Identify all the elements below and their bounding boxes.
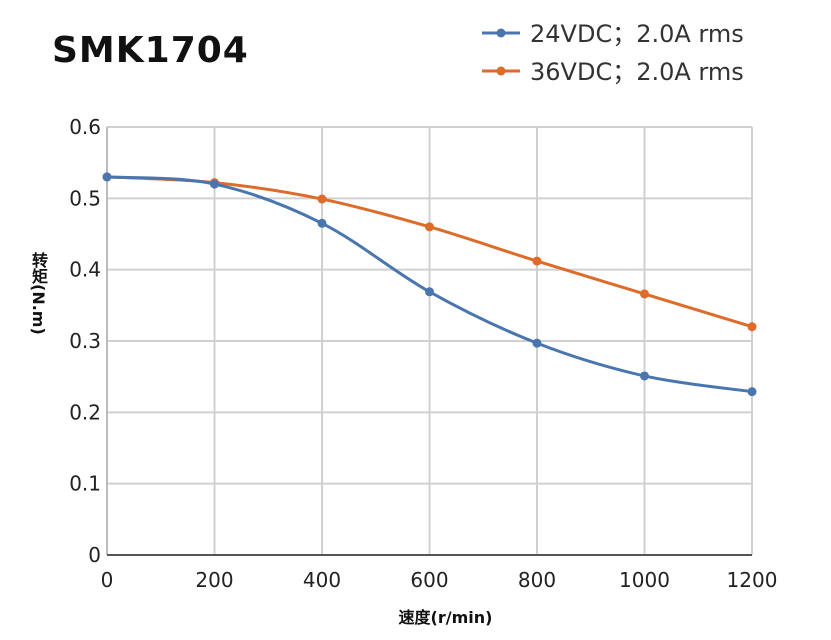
- data-point: [102, 172, 112, 182]
- y-tick-label: 0.3: [69, 329, 101, 353]
- data-point: [640, 289, 649, 299]
- y-tick-label: 0.2: [69, 400, 101, 424]
- legend-label: 36VDC；2.0A rms: [530, 58, 744, 86]
- y-tick-label: 0.1: [69, 472, 101, 496]
- data-point: [317, 218, 327, 228]
- x-axis-label: 速度(r/min): [398, 608, 493, 627]
- y-tick-label: 0.4: [69, 258, 101, 282]
- data-point: [425, 287, 434, 297]
- y-axis-label: 转矩(N.m): [29, 252, 48, 335]
- data-point: [532, 338, 542, 348]
- x-tick-label: 1200: [727, 568, 778, 592]
- x-tick-label: 1000: [619, 568, 670, 592]
- data-point: [425, 222, 434, 232]
- x-tick-label: 0: [101, 568, 114, 592]
- data-point: [210, 179, 219, 189]
- data-point: [317, 194, 327, 204]
- x-tick-label: 400: [303, 568, 341, 592]
- chart-title: SMK1704: [52, 30, 249, 71]
- legend-marker: [496, 28, 506, 38]
- y-tick-label: 0.6: [69, 115, 101, 139]
- x-tick-label: 800: [518, 568, 556, 592]
- data-point: [640, 371, 649, 381]
- data-point: [747, 387, 757, 397]
- data-point: [532, 256, 542, 266]
- y-tick-label: 0: [88, 543, 101, 567]
- data-point: [747, 322, 757, 332]
- legend-marker: [496, 66, 506, 76]
- x-tick-label: 200: [195, 568, 233, 592]
- legend-label: 24VDC；2.0A rms: [530, 20, 744, 48]
- x-tick-label: 600: [410, 568, 448, 592]
- y-tick-label: 0.5: [69, 186, 101, 210]
